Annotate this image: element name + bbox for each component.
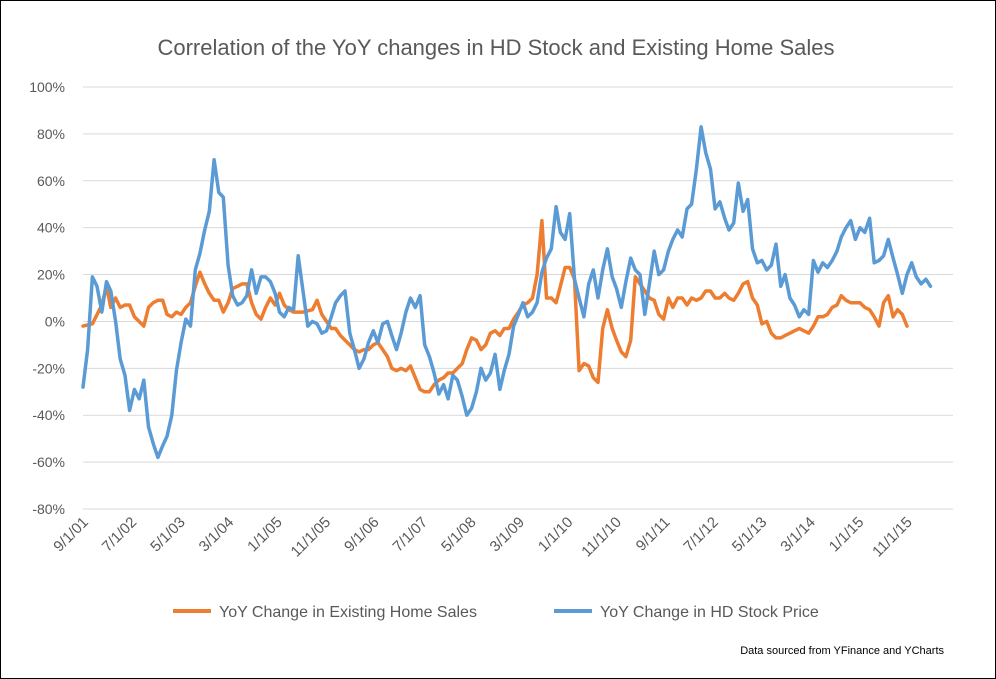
existing-home-sales-line xyxy=(81,218,909,394)
x-tick-label: 11/1/10 xyxy=(578,514,625,561)
x-tick-label: 7/1/12 xyxy=(680,514,722,556)
y-tick-label: 0% xyxy=(45,313,65,329)
x-tick-label: 5/1/03 xyxy=(147,514,189,556)
y-tick-label: 60% xyxy=(37,173,65,189)
series-lines xyxy=(81,125,933,460)
x-tick-label: 5/1/08 xyxy=(438,514,480,556)
gridlines xyxy=(83,86,953,510)
x-tick-label: 9/1/01 xyxy=(50,514,92,556)
x-tick-label: 11/1/05 xyxy=(288,514,335,561)
x-tick-label: 1/1/10 xyxy=(535,514,577,556)
hd-stock-price-line xyxy=(81,125,933,460)
y-tick-label: 100% xyxy=(29,79,65,95)
x-tick-label: 9/1/06 xyxy=(341,514,383,556)
chart-title: Correlation of the YoY changes in HD Sto… xyxy=(157,35,834,60)
y-tick-label: -60% xyxy=(32,454,65,470)
y-axis-labels: 100% 80% 60% 40% 20% 0% -20% -40% -60% -80% xyxy=(29,79,65,517)
y-tick-label: -80% xyxy=(32,501,65,517)
x-tick-label: 3/1/14 xyxy=(777,514,819,556)
x-tick-label: 7/1/02 xyxy=(99,514,141,556)
legend-label: YoY Change in HD Stock Price xyxy=(600,604,819,621)
legend-label: YoY Change in Existing Home Sales xyxy=(219,604,477,621)
x-axis-labels: 9/1/01 7/1/02 5/1/03 3/1/04 1/1/05 11/1/05 9/1… xyxy=(50,514,915,561)
legend: YoY Change in Existing Home Sales YoY Cha… xyxy=(173,604,819,621)
y-tick-label: 80% xyxy=(37,126,65,142)
y-tick-label: -20% xyxy=(32,360,65,376)
x-tick-label: 5/1/13 xyxy=(729,514,771,556)
x-tick-label: 9/1/11 xyxy=(633,514,674,555)
x-tick-label: 7/1/07 xyxy=(390,514,432,556)
x-tick-label: 1/1/15 xyxy=(826,514,868,556)
y-tick-label: 40% xyxy=(37,220,65,236)
x-tick-label: 1/1/05 xyxy=(244,514,286,556)
y-tick-label: -40% xyxy=(32,407,65,423)
x-tick-label: 11/1/15 xyxy=(869,514,916,561)
y-tick-label: 20% xyxy=(37,267,65,283)
source-note: Data sourced from YFinance and YCharts xyxy=(740,645,944,657)
x-tick-label: 3/1/09 xyxy=(487,514,529,556)
x-tick-label: 3/1/04 xyxy=(196,514,238,556)
